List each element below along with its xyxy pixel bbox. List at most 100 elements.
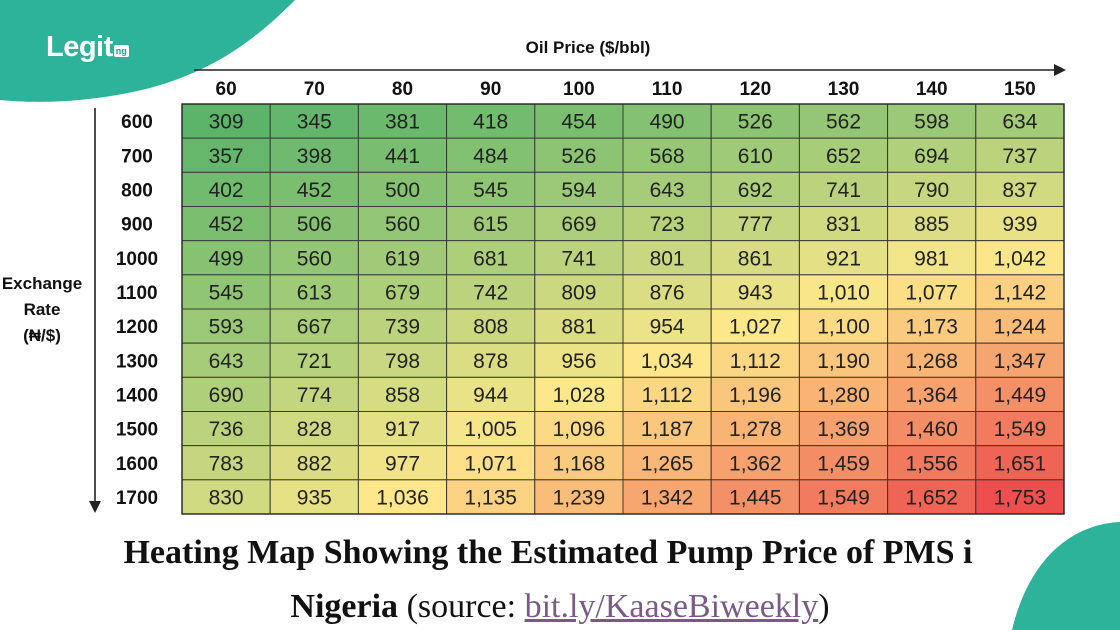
cell-label-r9-c7: 1,369 xyxy=(817,418,870,441)
cell-label-r7-c9: 1,347 xyxy=(994,350,1047,373)
row-header-1200: 1200 xyxy=(116,317,158,338)
cell-r3-c4 xyxy=(534,206,624,242)
cell-r2-c3 xyxy=(446,171,536,207)
row-header-900: 900 xyxy=(121,215,153,236)
cell-label-r6-c6: 1,027 xyxy=(729,316,782,339)
y-axis-arrow-head xyxy=(89,501,101,513)
cell-label-r2-c9: 837 xyxy=(1002,179,1037,202)
cell-label-r3-c1: 506 xyxy=(297,213,332,236)
bottom-right-teal-blob xyxy=(1012,522,1120,630)
cell-label-r1-c1: 398 xyxy=(297,145,332,168)
cell-label-r4-c1: 560 xyxy=(297,247,332,270)
cell-label-r7-c8: 1,268 xyxy=(905,350,958,373)
cell-label-r5-c2: 679 xyxy=(385,281,420,304)
cell-label-r2-c4: 594 xyxy=(561,179,596,202)
cell-r4-c5 xyxy=(622,240,712,276)
cell-r0-c9 xyxy=(975,103,1065,139)
cell-label-r9-c3: 1,005 xyxy=(464,418,517,441)
cell-label-r10-c9: 1,651 xyxy=(994,452,1047,475)
caption-source-link[interactable]: bit.ly/KaaseBiweekly xyxy=(524,588,819,625)
cell-r9-c1 xyxy=(269,411,359,447)
cell-label-r10-c0: 783 xyxy=(209,452,244,475)
cell-label-r9-c2: 917 xyxy=(385,418,420,441)
cell-label-r5-c3: 742 xyxy=(473,281,508,304)
cell-r7-c3 xyxy=(446,342,536,378)
cell-label-r5-c8: 1,077 xyxy=(905,281,958,304)
cell-label-r2-c0: 402 xyxy=(209,179,244,202)
cell-label-r10-c6: 1,362 xyxy=(729,452,782,475)
cell-label-r9-c8: 1,460 xyxy=(905,418,958,441)
column-header-70: 70 xyxy=(304,79,325,100)
column-headers: 60 70 80 90 100 110 120 130 140 150 xyxy=(216,79,1036,100)
column-header-90: 90 xyxy=(480,79,501,100)
cell-label-r10-c3: 1,071 xyxy=(464,452,517,475)
cell-label-r5-c0: 545 xyxy=(209,281,244,304)
cell-label-r1-c4: 526 xyxy=(561,145,596,168)
cell-label-r0-c6: 526 xyxy=(738,111,773,134)
row-header-1100: 1100 xyxy=(116,283,157,304)
column-header-110: 110 xyxy=(652,79,683,100)
cell-label-r0-c1: 345 xyxy=(297,111,332,134)
cell-label-r9-c0: 736 xyxy=(209,418,244,441)
cell-r0-c3 xyxy=(446,103,536,139)
cell-r7-c7 xyxy=(798,342,889,378)
cell-r1-c1 xyxy=(269,137,359,173)
cell-r3-c1 xyxy=(269,206,359,242)
cell-r5-c7 xyxy=(798,274,889,310)
cell-label-r8-c6: 1,196 xyxy=(729,384,782,407)
cell-r4-c2 xyxy=(357,240,448,276)
cell-label-r3-c7: 831 xyxy=(826,213,861,236)
cell-r1-c3 xyxy=(446,137,536,173)
cell-label-r9-c9: 1,549 xyxy=(994,418,1047,441)
cell-r3-c3 xyxy=(446,206,536,242)
cell-label-r3-c2: 560 xyxy=(385,213,420,236)
cell-r8-c6 xyxy=(710,376,800,413)
heatmap-border xyxy=(181,103,1065,515)
cell-r3-c2 xyxy=(357,206,448,242)
cell-r1-c9 xyxy=(975,137,1065,173)
cell-label-r8-c2: 858 xyxy=(385,384,420,407)
cell-label-r2-c6: 692 xyxy=(738,179,773,202)
cell-label-r11-c0: 830 xyxy=(209,486,244,509)
x-axis-title: Oil Price ($/bbl) xyxy=(526,38,651,57)
cell-r0-c8 xyxy=(887,103,977,139)
caption-title-part-1: Heating Map Showing the Estimated Pump P… xyxy=(123,534,973,571)
cell-label-r11-c6: 1,445 xyxy=(729,486,782,509)
cell-r3-c9 xyxy=(975,206,1065,242)
cell-label-r0-c2: 381 xyxy=(385,111,420,134)
cell-label-r6-c5: 954 xyxy=(650,316,685,339)
cell-label-r4-c8: 981 xyxy=(914,247,949,270)
cell-label-r8-c4: 1,028 xyxy=(553,384,606,407)
cell-r7-c0 xyxy=(181,342,271,378)
caption-source-suffix: ) xyxy=(818,588,830,625)
cell-label-r3-c5: 723 xyxy=(650,213,685,236)
cell-label-r8-c0: 690 xyxy=(209,384,244,407)
cell-label-r4-c3: 681 xyxy=(473,247,508,270)
cell-r4-c9 xyxy=(975,240,1065,276)
cell-r11-c0 xyxy=(181,479,271,515)
cell-r0-c6 xyxy=(710,103,800,139)
cell-r0-c1 xyxy=(269,103,359,139)
cell-label-r2-c3: 545 xyxy=(473,179,508,202)
cell-label-r4-c4: 741 xyxy=(561,247,596,270)
cell-label-r8-c5: 1,112 xyxy=(642,384,693,407)
cell-label-r7-c7: 1,190 xyxy=(817,350,870,373)
cell-label-r0-c4: 454 xyxy=(561,111,596,134)
cell-label-r9-c5: 1,187 xyxy=(641,418,694,441)
cell-label-r1-c7: 652 xyxy=(826,145,861,168)
cell-r4-c3 xyxy=(446,240,536,276)
cell-r0-c2 xyxy=(357,103,448,139)
column-header-140: 140 xyxy=(916,79,948,100)
cell-r11-c4 xyxy=(534,479,624,515)
logo-badge: ng xyxy=(113,44,129,57)
row-header-1700: 1700 xyxy=(116,488,158,509)
y-axis-title-line-3: (₦/$) xyxy=(23,326,61,345)
cell-r6-c4 xyxy=(534,308,624,344)
cell-label-r6-c9: 1,244 xyxy=(994,316,1047,339)
cell-label-r8-c1: 774 xyxy=(297,384,332,407)
cell-label-r3-c3: 615 xyxy=(473,213,508,236)
cell-label-r0-c8: 598 xyxy=(914,111,949,134)
caption-line-2: Nigeria (source: bit.ly/KaaseBiweekly) xyxy=(0,588,1120,626)
cell-label-r3-c9: 939 xyxy=(1002,213,1037,236)
